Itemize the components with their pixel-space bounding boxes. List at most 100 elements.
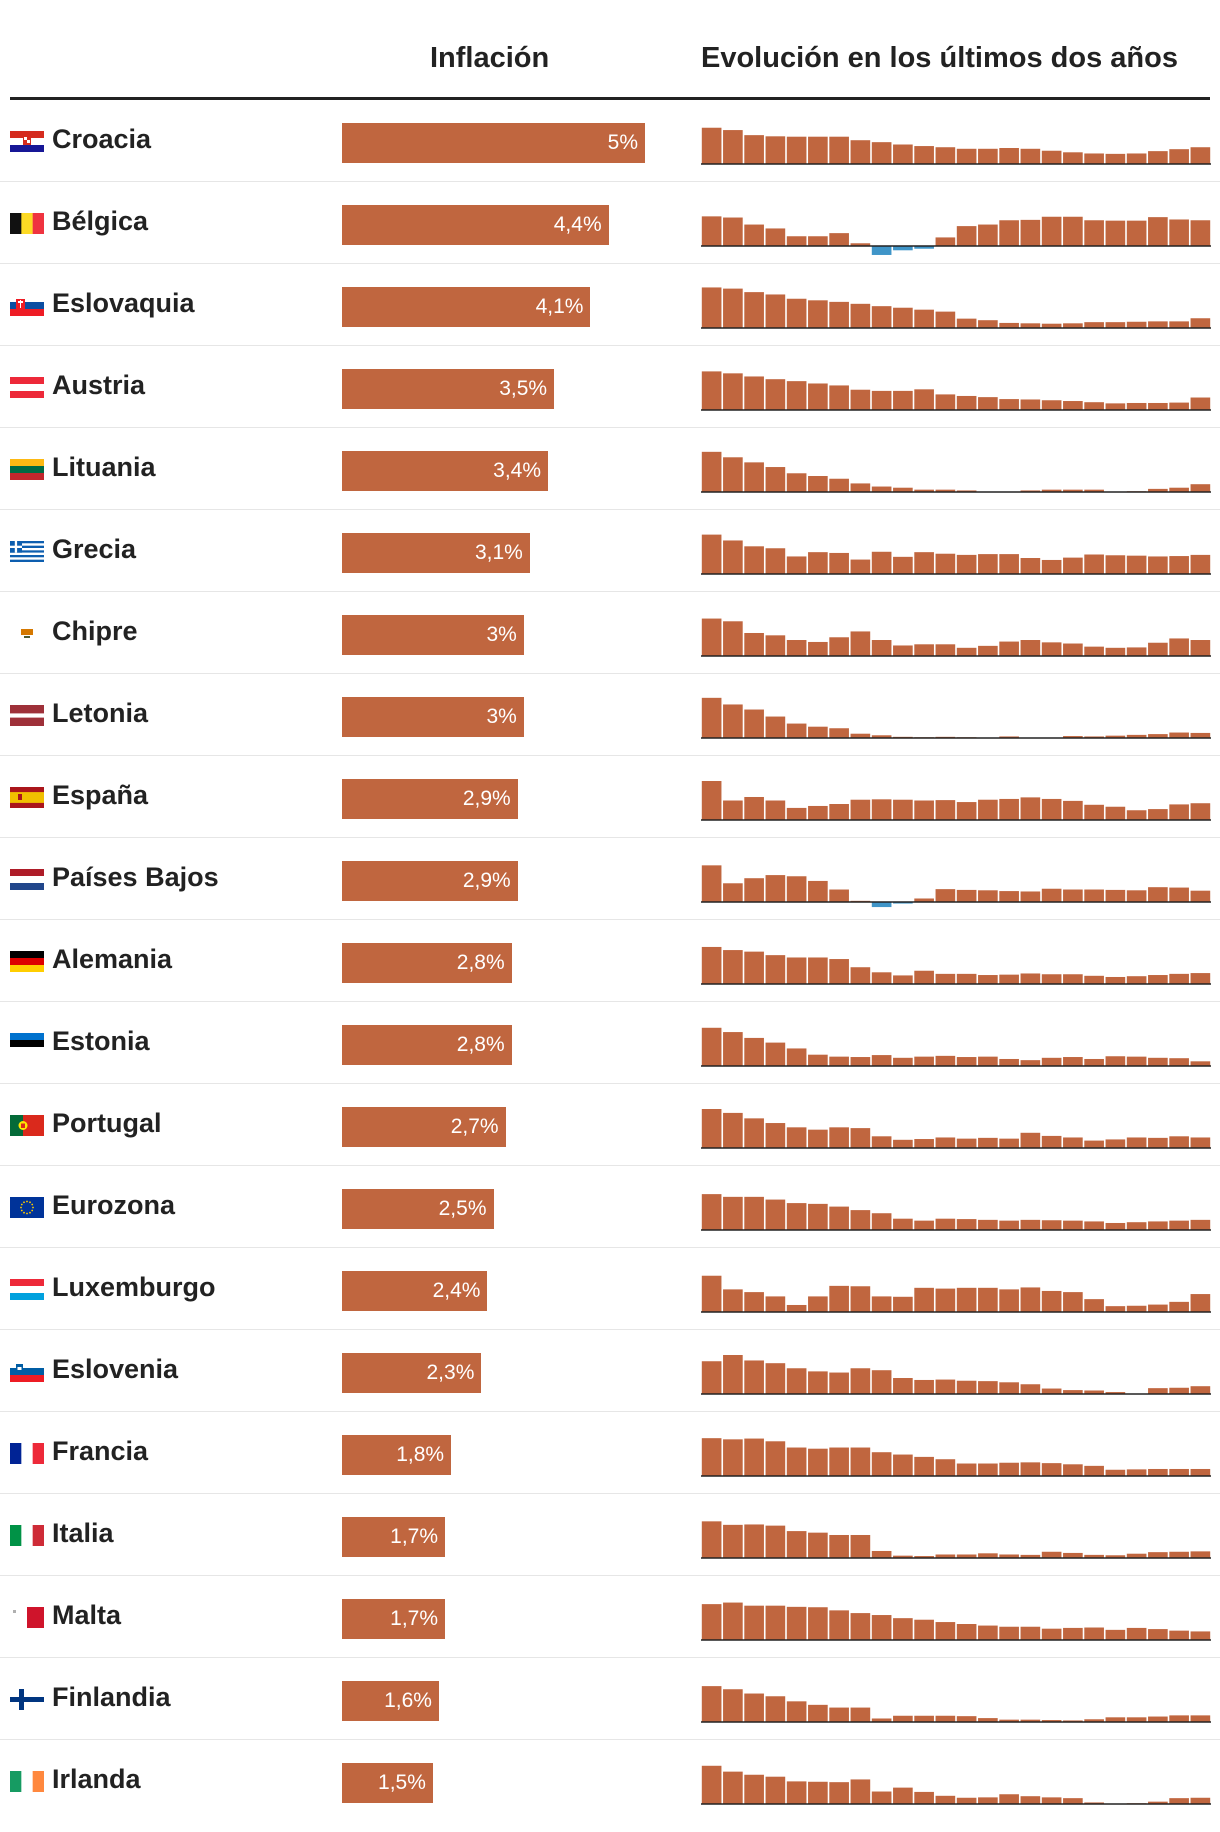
history-bar bbox=[829, 889, 849, 902]
history-bar bbox=[914, 1619, 934, 1640]
history-bar bbox=[1148, 488, 1168, 492]
malta-flag-icon bbox=[10, 1607, 45, 1628]
history-bar bbox=[1084, 646, 1104, 656]
spain-flag-icon bbox=[10, 787, 44, 809]
table-row: Eslovenia 2,3% bbox=[0, 1330, 1220, 1412]
history-bar bbox=[1063, 1627, 1083, 1640]
history-bar bbox=[1063, 1464, 1083, 1476]
inflation-bar: 2,3% bbox=[342, 1353, 482, 1393]
history-bar bbox=[829, 637, 849, 656]
history-bar bbox=[1105, 153, 1126, 164]
inflation-history-sparkline bbox=[701, 697, 1211, 739]
history-bar bbox=[871, 735, 892, 738]
history-bar bbox=[808, 476, 828, 492]
history-bar bbox=[1190, 1137, 1211, 1148]
country-name: Estonia bbox=[52, 1026, 150, 1056]
history-bar bbox=[1190, 1219, 1211, 1230]
history-bar bbox=[1063, 974, 1083, 984]
history-bar bbox=[701, 946, 722, 984]
country-name: Países Bajos bbox=[52, 862, 219, 892]
history-bar bbox=[765, 875, 786, 902]
history-bar bbox=[935, 644, 956, 656]
history-bar bbox=[999, 798, 1019, 820]
history-bar bbox=[1169, 1058, 1189, 1066]
history-bar bbox=[701, 371, 722, 410]
history-bar bbox=[701, 451, 722, 492]
inflation-history-sparkline bbox=[701, 618, 1211, 657]
history-bar bbox=[1063, 557, 1083, 574]
history-bar bbox=[871, 1615, 892, 1640]
history-bar bbox=[701, 1361, 722, 1394]
history-bar bbox=[1063, 401, 1083, 410]
inflation-value-label: 1,7% bbox=[390, 1607, 439, 1630]
history-bar bbox=[1126, 1717, 1147, 1722]
country-name: Malta bbox=[52, 1600, 122, 1630]
history-bar bbox=[829, 1056, 849, 1066]
inflation-history-sparkline bbox=[701, 287, 1211, 329]
history-bar bbox=[1020, 891, 1041, 902]
history-bar bbox=[723, 1032, 743, 1066]
history-bar bbox=[1020, 1132, 1041, 1148]
history-bar bbox=[1063, 1292, 1083, 1312]
history-bar bbox=[1190, 1797, 1211, 1804]
history-bar bbox=[1105, 806, 1126, 820]
history-bar bbox=[829, 1206, 849, 1230]
table-row: Bélgica 4,4% bbox=[0, 182, 1220, 264]
history-bar bbox=[1190, 1386, 1211, 1394]
history-bar bbox=[786, 1606, 807, 1640]
history-bar bbox=[1105, 322, 1126, 328]
history-bar bbox=[999, 322, 1019, 328]
history-bar bbox=[935, 1288, 956, 1312]
table-row: Alemania 2,8% bbox=[0, 920, 1220, 1002]
history-bar bbox=[765, 548, 786, 574]
history-bar bbox=[1126, 976, 1147, 984]
history-bar bbox=[1084, 1058, 1104, 1066]
history-bar bbox=[1084, 889, 1104, 902]
history-bar bbox=[1084, 1140, 1104, 1148]
history-bar bbox=[1084, 402, 1104, 410]
history-bar bbox=[1148, 1716, 1168, 1722]
history-bar bbox=[893, 1454, 913, 1476]
history-bar bbox=[786, 640, 807, 656]
history-bar bbox=[786, 876, 807, 902]
history-bar bbox=[893, 556, 913, 574]
country-name: Eslovenia bbox=[52, 1354, 179, 1384]
history-bar bbox=[808, 1448, 828, 1476]
inflation-history-sparkline bbox=[701, 1355, 1211, 1395]
inflation-value-label: 2,7% bbox=[450, 1115, 499, 1138]
history-bar bbox=[1169, 1387, 1189, 1394]
inflation-bar: 2,5% bbox=[342, 1189, 494, 1229]
history-bar bbox=[914, 1556, 934, 1558]
history-bar bbox=[829, 552, 849, 574]
inflation-value-label: 2,5% bbox=[438, 1197, 487, 1220]
belgium-flag-icon bbox=[10, 213, 45, 234]
history-bar bbox=[808, 136, 828, 164]
history-bar bbox=[956, 889, 977, 902]
history-bar bbox=[1105, 1056, 1126, 1066]
table-row: Francia 1,8% bbox=[0, 1412, 1220, 1494]
history-bar bbox=[999, 891, 1019, 902]
history-bar bbox=[914, 644, 934, 656]
history-bar bbox=[956, 802, 977, 820]
history-bar bbox=[1041, 1628, 1062, 1640]
history-bar bbox=[935, 1795, 956, 1804]
inflation-value-label: 4,4% bbox=[553, 213, 602, 236]
history-bar bbox=[765, 716, 786, 738]
inflation-bar: 2,4% bbox=[342, 1271, 488, 1311]
history-bar bbox=[999, 1289, 1019, 1312]
history-bar bbox=[723, 288, 743, 328]
table-row: Estonia 2,8% bbox=[0, 1002, 1220, 1084]
inflation-value-label: 2,9% bbox=[462, 787, 511, 810]
history-bar bbox=[765, 800, 786, 820]
history-bar bbox=[723, 1524, 743, 1558]
history-bar bbox=[786, 1127, 807, 1148]
history-bar bbox=[871, 1718, 892, 1722]
history-bar bbox=[808, 236, 828, 246]
history-bar bbox=[914, 146, 934, 164]
history-bar bbox=[893, 975, 913, 984]
history-bar bbox=[893, 307, 913, 328]
history-bar bbox=[871, 640, 892, 656]
history-bar bbox=[765, 1296, 786, 1312]
history-bar bbox=[808, 300, 828, 328]
history-bar bbox=[1190, 973, 1211, 984]
